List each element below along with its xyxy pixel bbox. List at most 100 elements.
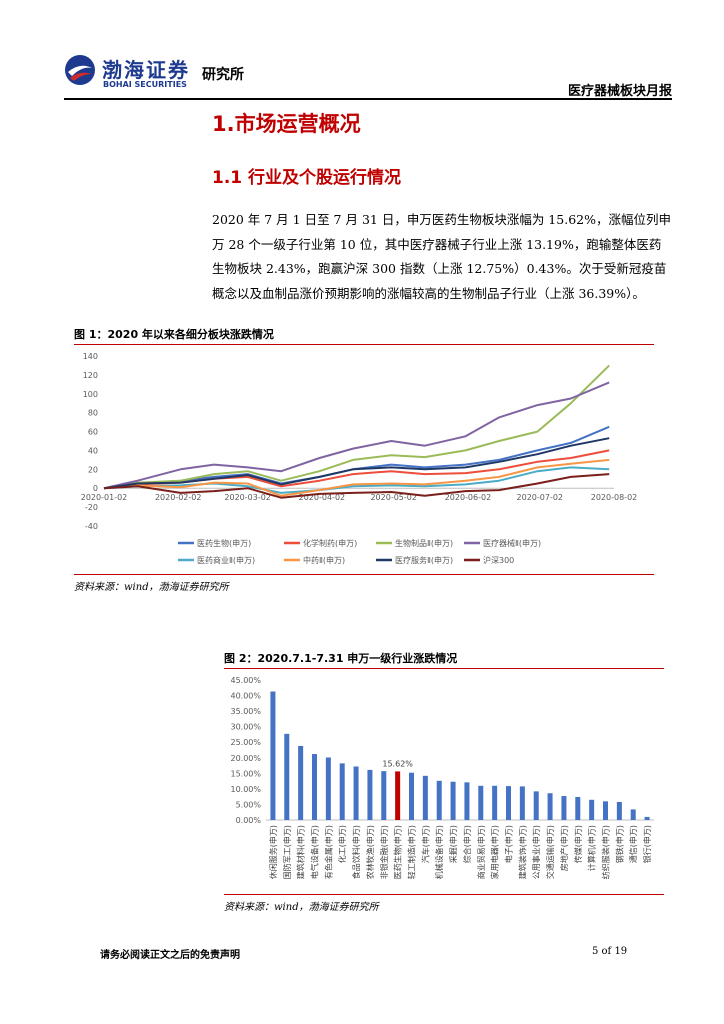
series-line — [103, 364, 610, 490]
x-tick-label: 休闲服务(申万) — [268, 825, 278, 879]
bar — [409, 772, 414, 820]
figure1-source: 资料来源：wind，渤海证券研究所 — [74, 582, 229, 593]
y-tick-label: 140 — [83, 352, 98, 361]
x-tick-label: 综合(申万) — [462, 825, 472, 863]
y-tick-label: -40 — [85, 522, 98, 531]
figure2-source: 资料来源：wind，渤海证券研究所 — [224, 902, 379, 913]
bar — [395, 771, 401, 820]
bar — [367, 769, 373, 820]
y-tick-label: 25.00% — [230, 738, 261, 747]
y-tick-label: 10.00% — [230, 785, 261, 794]
legend-label: 医疗器械Ⅱ(申万) — [483, 538, 541, 548]
bar — [422, 775, 428, 820]
bar — [561, 796, 567, 820]
legend-label: 化学制药(申万) — [303, 538, 357, 548]
figure1-title: 图 1：2020 年以来各细分板块涨跌情况 — [74, 328, 274, 341]
bar — [603, 801, 608, 820]
x-tick-label: 医药生物(申万) — [393, 825, 403, 879]
bar — [325, 757, 331, 820]
figure2-bottom-rule — [224, 894, 664, 895]
x-tick-label: 商业贸易(申万) — [476, 825, 486, 879]
figure1-line-chart: -40 -20 0 20 40 60 80 100 120 140 2020-01-02 2020-0… — [81, 352, 638, 565]
x-tick-label: 非银金融(申万) — [379, 825, 389, 879]
bar — [464, 782, 470, 820]
y-tick-label: 80 — [88, 409, 98, 418]
y-tick-label: 40 — [88, 446, 98, 455]
series-line — [103, 381, 610, 490]
x-tick-label: 采掘(申万) — [448, 825, 458, 863]
series-line — [103, 458, 610, 497]
series-line — [103, 425, 610, 490]
bar — [533, 791, 539, 820]
y-tick-label: -20 — [85, 503, 98, 512]
body-paragraph: 2020 年 7 月 1 日至 7 月 31 日，申万医药生物板块涨幅为 15.… — [212, 208, 672, 306]
bar — [450, 781, 456, 820]
bar — [298, 745, 304, 820]
y-tick-label: 120 — [83, 371, 98, 380]
x-tick-label: 通信(申万) — [628, 825, 638, 863]
bar — [312, 754, 317, 820]
y-tick-label: 0.00% — [236, 816, 262, 825]
x-tick-label: 化工(申万) — [337, 825, 347, 863]
legend-label: 生物制品Ⅱ(申万) — [395, 538, 453, 548]
bar — [478, 785, 484, 820]
x-tick-label: 传媒(申万) — [573, 825, 583, 863]
x-tick-label: 计算机(申万) — [587, 825, 597, 871]
y-tick-label: 20 — [88, 465, 98, 474]
page-number: 5 of 19 — [592, 946, 628, 957]
y-tick-label: 0 — [93, 484, 98, 493]
y-tick-label: 15.00% — [230, 769, 261, 778]
x-tick-label: 农林牧渔(申万) — [365, 825, 375, 879]
x-tick-label: 2020-05-02 — [370, 493, 417, 502]
bar — [353, 766, 359, 820]
bar — [644, 816, 650, 820]
figure1-bottom-rule — [74, 574, 654, 575]
bar — [284, 733, 290, 820]
x-tick-label: 2020-06-02 — [445, 493, 492, 502]
y-tick-label: 5.00% — [236, 800, 262, 809]
bar — [492, 785, 498, 820]
legend-label: 沪深300 — [483, 555, 514, 565]
x-tick-label: 家用电器(申万) — [490, 825, 500, 879]
y-tick-label: 20.00% — [230, 754, 261, 763]
figure1-top-rule — [74, 344, 654, 345]
bar — [575, 796, 581, 820]
paragraph-line: 2020 年 7 月 1 日至 7 月 31 日，申万医药生物板块涨幅为 15.… — [212, 212, 671, 227]
x-tick-label: 纺织服装(申万) — [601, 825, 611, 879]
x-tick-label: 银行(申万) — [642, 825, 652, 863]
x-tick-label: 建筑材料(申万) — [296, 825, 306, 879]
x-tick-label: 食品饮料(申万) — [351, 825, 361, 879]
paragraph-line: 概念以及血制品涨价预期影响的涨幅较高的生物制品子行业（上涨 36.39%）。 — [212, 285, 645, 301]
bar — [547, 793, 553, 820]
legend-label: 医疗服务Ⅱ(申万) — [395, 555, 453, 565]
x-tick-label: 国防军工(申万) — [282, 825, 292, 879]
x-tick-label: 电子(申万) — [504, 825, 514, 863]
legend-label: 医药商业Ⅱ(申万) — [197, 555, 255, 565]
report-name: 医疗器械板块月报 — [567, 84, 672, 99]
bohai-logo-icon — [65, 55, 95, 85]
figure2-bar-chart: 0.00% 5.00% 10.00% 15.00% 20.00% 25.00% 30.00%… — [230, 676, 654, 879]
x-tick-label: 轻工制造(申万) — [407, 825, 417, 879]
y-tick-label: 60 — [88, 428, 98, 437]
x-tick-label: 机械设备(申万) — [434, 825, 444, 879]
logo-text-en: BOHAI SECURITIES — [103, 80, 187, 89]
bar — [519, 786, 525, 820]
x-tick-label: 房地产(申万) — [559, 825, 569, 871]
x-tick-label: 2020-02-02 — [155, 493, 202, 502]
figure2-top-rule — [224, 668, 664, 669]
data-label: 15.62% — [382, 759, 413, 768]
bar — [339, 763, 345, 820]
x-tick-label: 汽车(申万) — [420, 825, 430, 863]
x-tick-label: 电气设备(申万) — [310, 825, 320, 879]
y-tick-label: 45.00% — [230, 676, 261, 685]
series-line — [103, 437, 610, 490]
paragraph-line: 万 28 个一级子行业第 10 位，其中医疗器械子行业上涨 13.19%，跑输整… — [212, 236, 662, 252]
y-tick-label: 30.00% — [230, 723, 261, 732]
x-tick-label: 2020-08-02 — [591, 493, 638, 502]
footer-disclaimer: 请务必阅读正文之后的免责声明 — [100, 950, 240, 961]
x-tick-label: 2020-01-02 — [81, 493, 128, 502]
bar — [381, 771, 387, 820]
bar — [506, 786, 511, 820]
series-line — [103, 473, 610, 499]
section-heading: 1.市场运营概况 — [212, 112, 361, 136]
